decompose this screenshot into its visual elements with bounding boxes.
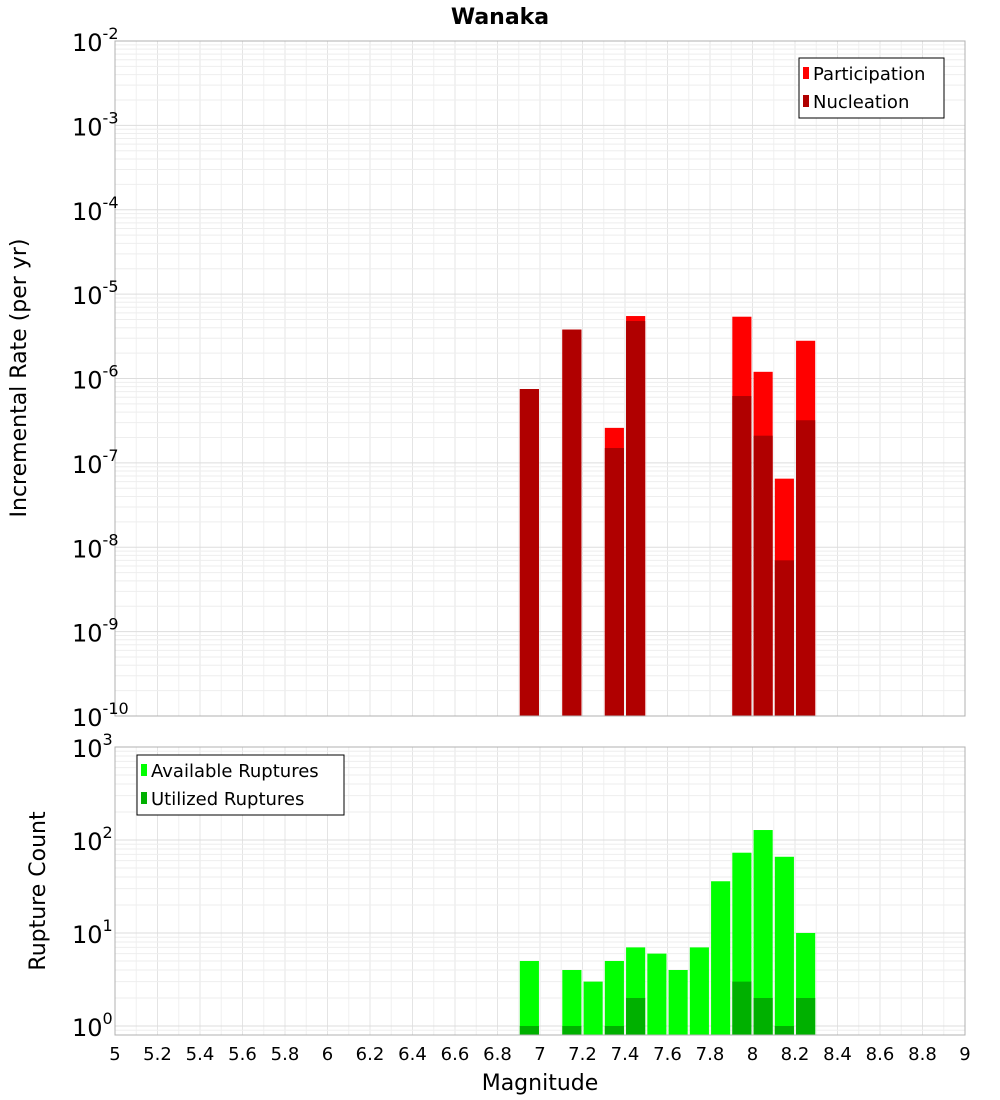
x-tick-label: 8.2: [781, 1044, 810, 1065]
legend-swatch: [141, 792, 147, 804]
rate-panel: 10-10 10-9 10-8 10-7 10-6 10-5 10-4 10-3 10-2 Par…: [72, 24, 966, 732]
legend-swatch: [141, 764, 147, 776]
count-y-tick-label: 102: [72, 823, 113, 856]
x-axis-label: Magnitude: [482, 1071, 599, 1096]
x-ticks: 5 5.2 5.4 5.6 5.8 6 6.2 6.4 6.6 6.8 7 7.2 7.4 7.6 7.8 8…: [109, 1044, 970, 1065]
count-y-ticks: 100 101 102 103: [72, 730, 113, 1042]
rate-y-tick-label: 10-6: [72, 362, 119, 395]
rate-y-tick-label: 10-9: [72, 615, 119, 648]
count-y-tick-label: 103: [72, 730, 113, 763]
utilized-ruptures-bar-7.35: [604, 1025, 624, 1035]
rate-bars: [519, 316, 816, 716]
utilized-ruptures-bar-7.15: [562, 1025, 582, 1035]
nucleation-bar-7.95: [732, 396, 752, 716]
count-legend-box: [136, 754, 345, 816]
available-ruptures-bar-7.15: [562, 969, 582, 1035]
x-tick-label: 6.4: [398, 1044, 427, 1065]
x-tick-label: 5.6: [228, 1044, 257, 1065]
available-ruptures-bar-7.25: [583, 981, 603, 1035]
x-tick-label: 5.4: [186, 1044, 215, 1065]
nucleation-bar-8.25: [796, 420, 816, 716]
rate-y-tick-label: 10-7: [72, 446, 119, 479]
utilized-ruptures-bar-7.95: [732, 981, 752, 1035]
count-panel: 100 101 102 103 Available Ruptures Utilized R…: [72, 730, 971, 1065]
x-tick-label: 7.2: [568, 1044, 597, 1065]
rate-plot-border: [114, 40, 966, 717]
x-tick-label: 5.8: [271, 1044, 300, 1065]
rate-grid: [114, 40, 966, 717]
rate-y-tick-label: 10-3: [72, 108, 119, 141]
legend-swatch: [803, 67, 809, 79]
bottom-y-axis-label: Rupture Count: [26, 811, 51, 971]
available-ruptures-bar-8.05: [753, 830, 773, 1035]
available-ruptures-bar-7.65: [668, 969, 688, 1035]
count-y-tick-label: 100: [72, 1009, 113, 1042]
count-y-tick-label: 101: [72, 916, 113, 949]
rate-y-tick-label: 10-4: [72, 193, 119, 226]
utilized-ruptures-bar-8.05: [753, 997, 773, 1035]
x-tick-label: 7.6: [653, 1044, 682, 1065]
x-tick-label: 6.6: [441, 1044, 470, 1065]
x-tick-label: 8: [747, 1044, 758, 1065]
rate-y-tick-label: 10-10: [72, 699, 129, 732]
rate-y-ticks: 10-10 10-9 10-8 10-7 10-6 10-5 10-4 10-3 10-2: [72, 24, 129, 732]
nucleation-bar-7.35: [604, 448, 624, 716]
nucleation-bar-7.15: [562, 329, 582, 716]
utilized-ruptures-bar-6.95: [519, 1025, 539, 1035]
utilized-ruptures-bar-8.15: [774, 1025, 794, 1035]
available-ruptures-bar-6.95: [519, 960, 539, 1035]
chart-title: Wanaka: [451, 5, 549, 30]
available-ruptures-bar-7.75: [689, 947, 709, 1035]
legend-label: Participation: [813, 64, 925, 85]
utilized-ruptures-bar-8.25: [796, 997, 816, 1035]
nucleation-bar-7.45: [626, 321, 646, 716]
utilized-ruptures-bar-7.45: [626, 997, 646, 1035]
top-y-axis-label: Incremental Rate (per yr): [7, 239, 32, 518]
rate-legend: Participation Nucleation: [798, 57, 945, 119]
legend-label: Available Ruptures: [151, 761, 319, 782]
x-tick-label: 8.6: [866, 1044, 895, 1065]
count-legend: Available Ruptures Utilized Ruptures: [136, 754, 345, 816]
x-tick-label: 5.2: [143, 1044, 172, 1065]
x-tick-label: 5: [109, 1044, 120, 1065]
x-tick-label: 7.4: [611, 1044, 640, 1065]
x-tick-label: 7.8: [696, 1044, 725, 1065]
available-ruptures-bar-8.15: [774, 856, 794, 1035]
rate-y-tick-label: 10-5: [72, 277, 119, 310]
legend-label: Nucleation: [813, 92, 909, 113]
x-tick-label: 7: [534, 1044, 545, 1065]
legend-swatch: [803, 95, 809, 107]
count-bars: [519, 830, 816, 1035]
available-ruptures-bar-7.55: [647, 953, 667, 1035]
legend-label: Utilized Ruptures: [151, 789, 304, 810]
nucleation-bar-6.95: [519, 389, 539, 716]
count-plot-border: [114, 746, 966, 1036]
x-tick-label: 6.2: [356, 1044, 385, 1065]
x-tick-label: 6: [322, 1044, 333, 1065]
available-ruptures-bar-7.85: [711, 881, 731, 1035]
nucleation-bar-8.05: [753, 435, 773, 716]
rate-legend-box: [798, 57, 945, 119]
rate-y-tick-label: 10-8: [72, 530, 119, 563]
nucleation-bar-8.15: [774, 560, 794, 716]
x-tick-label: 9: [959, 1044, 970, 1065]
x-tick-label: 6.8: [483, 1044, 512, 1065]
x-tick-label: 8.4: [823, 1044, 852, 1065]
available-ruptures-bar-7.35: [604, 960, 624, 1035]
x-tick-label: 8.8: [908, 1044, 937, 1065]
rate-y-tick-label: 10-2: [72, 24, 119, 57]
